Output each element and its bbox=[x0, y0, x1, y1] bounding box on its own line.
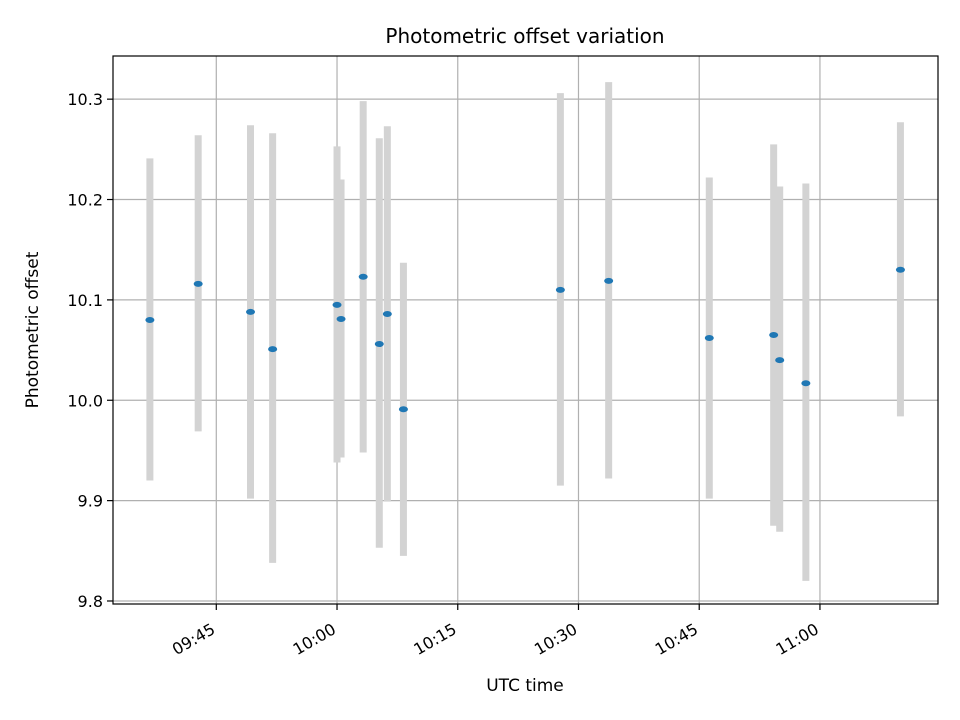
y-tick-label: 10.2 bbox=[67, 191, 103, 210]
data-point bbox=[358, 273, 368, 280]
chart-title: Photometric offset variation bbox=[385, 24, 664, 48]
x-tick-label: 10:00 bbox=[290, 619, 339, 659]
data-point bbox=[145, 316, 155, 323]
y-tick-label: 9.9 bbox=[78, 492, 103, 511]
grid-layer bbox=[113, 56, 938, 604]
data-point bbox=[336, 315, 346, 322]
x-tick-label: 11:00 bbox=[773, 619, 822, 659]
x-tick-label: 10:30 bbox=[531, 619, 580, 659]
y-tick-label: 10.3 bbox=[67, 90, 103, 109]
x-axis-label: UTC time bbox=[486, 676, 564, 696]
y-tick-label: 9.8 bbox=[78, 592, 103, 611]
data-point bbox=[704, 335, 714, 342]
data-point bbox=[374, 341, 384, 348]
x-tick-label: 09:45 bbox=[169, 619, 218, 659]
data-point bbox=[268, 346, 278, 353]
data-point bbox=[895, 266, 905, 273]
data-point bbox=[769, 332, 779, 339]
plot-frame bbox=[112, 55, 939, 605]
data-point bbox=[193, 280, 203, 287]
errorbar-layer bbox=[146, 82, 904, 581]
data-point bbox=[775, 357, 785, 364]
data-point bbox=[332, 301, 342, 308]
y-tick-label: 10.1 bbox=[67, 291, 103, 310]
data-point bbox=[604, 277, 614, 284]
y-axis-label: Photometric offset bbox=[23, 251, 43, 408]
data-point bbox=[555, 286, 565, 293]
data-point bbox=[246, 308, 255, 315]
y-tick-label: 10.0 bbox=[67, 391, 103, 410]
data-point bbox=[801, 380, 811, 387]
data-point bbox=[382, 310, 392, 317]
data-point bbox=[398, 406, 408, 413]
x-tick-label: 10:15 bbox=[410, 619, 459, 659]
point-layer bbox=[145, 266, 905, 413]
x-tick-label: 10:45 bbox=[652, 619, 701, 659]
